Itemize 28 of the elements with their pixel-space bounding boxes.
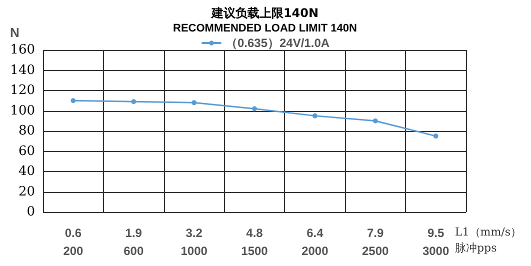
chart-subtitle: RECOMMENDED LOAD LIMIT 140N — [173, 22, 358, 34]
x-tick-label: 6.4 2000 — [302, 226, 329, 258]
y-tick-label: 80 — [18, 124, 35, 138]
point — [433, 134, 438, 139]
y-tick-label: 120 — [10, 83, 35, 98]
y-tick-label: 60 — [18, 144, 35, 159]
x-tick-label: 7.9 2500 — [362, 226, 390, 258]
y-tick-label: 160 — [10, 42, 35, 58]
y-tick-label: 140 — [10, 62, 35, 78]
y-tick-label: 0 — [26, 204, 35, 220]
y-tick-label: 100 — [10, 103, 35, 118]
point — [192, 100, 197, 106]
point — [252, 106, 257, 112]
x-tick-label: 9.5 3000 — [422, 226, 450, 258]
x-axis-title: L1（mm/s）脉冲pps — [455, 226, 522, 254]
point — [131, 99, 136, 104]
x-tick-label: 3.2 1000 — [180, 226, 208, 258]
x-tick-label: 0.6 200 — [63, 226, 84, 258]
chart-title: 建议负载上限140N — [210, 6, 319, 20]
x-tick-label: 4.8 1500 — [241, 226, 268, 258]
x-tick-label: 1.9 600 — [124, 226, 144, 258]
point — [372, 118, 378, 124]
y-tick-label: 40 — [18, 164, 35, 179]
legend-label: （0.635）24V/1.0A — [225, 36, 330, 50]
point — [70, 98, 76, 104]
y-tick-label: 20 — [18, 184, 35, 200]
point — [312, 113, 318, 118]
y-axis-title: N — [10, 25, 20, 40]
